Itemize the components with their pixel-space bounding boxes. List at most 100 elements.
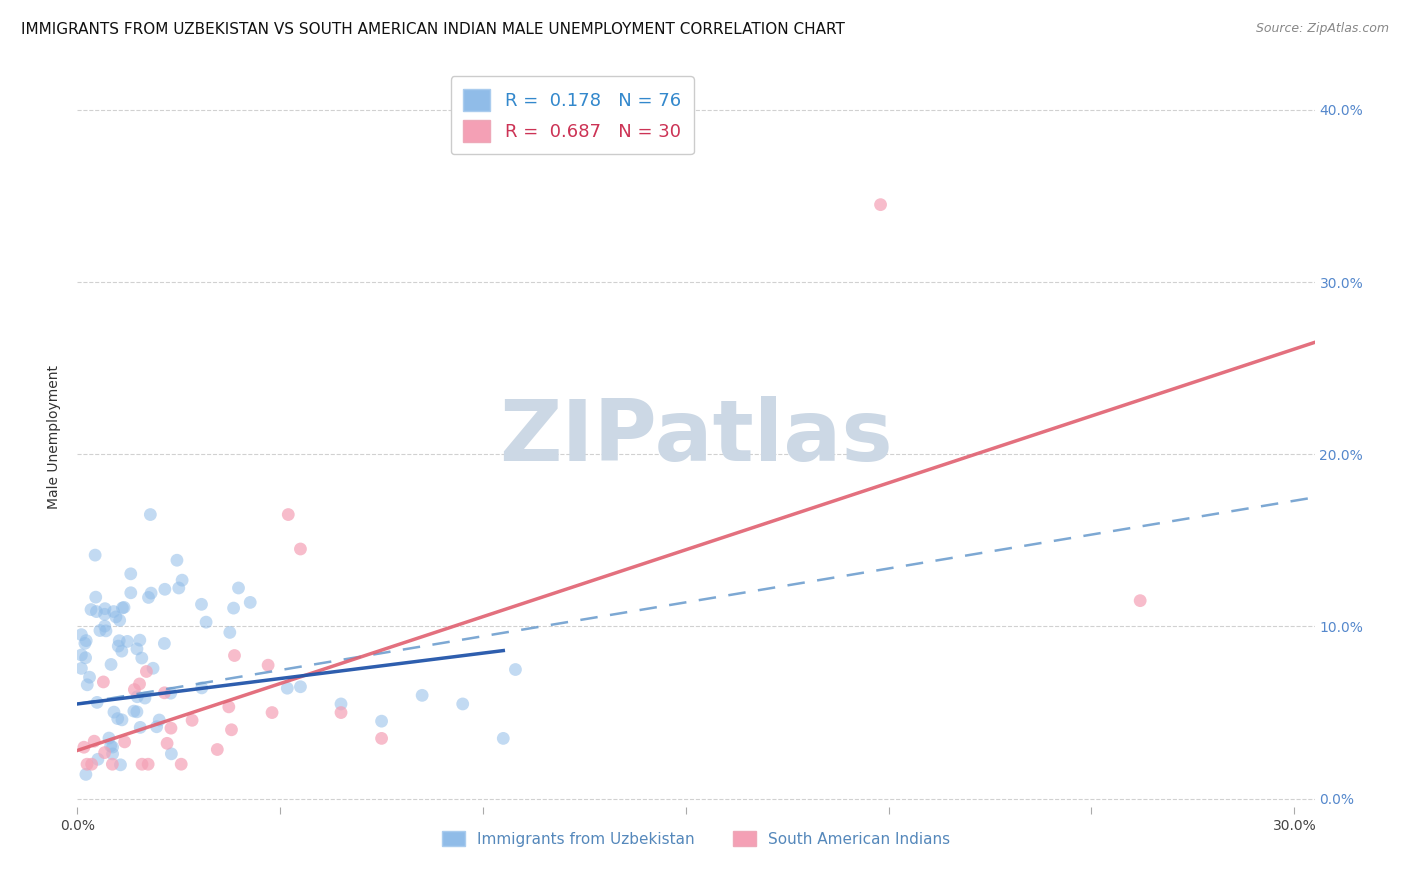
Point [153,686,176,700]
Point [76,757,98,772]
Point [276,681,298,696]
Point [134,691,156,706]
Text: ZIPatlas: ZIPatlas [499,395,893,479]
Point [218,625,240,640]
Point [166,553,188,567]
Point [153,636,176,650]
Point [181,714,204,728]
Point [84,548,107,562]
Point [170,757,193,772]
Point [224,648,246,663]
Point [110,757,132,772]
Point [370,731,392,746]
Point [139,508,162,522]
Point [111,644,134,658]
Point [128,633,150,648]
Point [869,197,891,211]
Point [492,731,515,746]
Text: Source: ZipAtlas.com: Source: ZipAtlas.com [1256,22,1389,36]
Point [93,607,115,622]
Point [290,680,312,694]
Point [142,661,165,675]
Point [114,735,136,749]
Point [260,706,283,720]
Point [131,651,153,665]
Point [167,581,190,595]
Point [127,690,149,704]
Point [138,591,160,605]
Point [70,661,93,675]
Point [120,566,142,581]
Point [160,721,183,735]
Point [136,757,159,772]
Point [93,674,115,689]
Point [172,573,194,587]
Point [103,705,125,719]
Point [75,650,97,665]
Point [80,757,103,772]
Point [191,681,214,695]
Point [159,686,181,700]
Point [125,705,148,719]
Point [190,598,212,612]
Point [101,747,124,761]
Point [83,734,105,748]
Point [239,595,262,609]
Point [330,706,353,720]
Point [505,663,527,677]
Point [218,699,240,714]
Y-axis label: Male Unemployment: Male Unemployment [48,365,62,509]
Point [148,713,170,727]
Point [153,582,176,597]
Point [111,601,134,615]
Point [125,641,148,656]
Point [124,682,146,697]
Point [122,704,145,718]
Point [75,633,97,648]
Point [207,742,229,756]
Point [277,508,299,522]
Point [98,731,121,745]
Point [73,636,96,650]
Point [135,665,157,679]
Point [195,615,218,629]
Point [73,740,96,755]
Point [76,678,98,692]
Point [257,658,280,673]
Point [79,670,101,684]
Point [93,746,115,760]
Point [100,739,122,753]
Point [87,752,110,766]
Point [411,689,433,703]
Point [94,619,117,633]
Point [228,581,250,595]
Point [101,740,124,755]
Point [94,624,117,638]
Point [86,695,108,709]
Point [111,713,134,727]
Point [89,624,111,638]
Point [120,586,142,600]
Point [107,712,129,726]
Text: IMMIGRANTS FROM UZBEKISTAN VS SOUTH AMERICAN INDIAN MALE UNEMPLOYMENT CORRELATIO: IMMIGRANTS FROM UZBEKISTAN VS SOUTH AMER… [21,22,845,37]
Point [100,657,122,672]
Point [330,697,353,711]
Point [101,757,124,772]
Point [103,605,125,619]
Point [70,627,93,641]
Point [112,600,135,615]
Point [131,757,153,772]
Point [221,723,243,737]
Point [80,602,103,616]
Point [1129,593,1152,607]
Point [156,736,179,750]
Point [139,586,162,600]
Point [128,677,150,691]
Point [290,541,312,556]
Point [117,634,139,648]
Point [222,601,245,615]
Point [145,720,167,734]
Point [451,697,474,711]
Point [108,633,131,648]
Point [84,590,107,604]
